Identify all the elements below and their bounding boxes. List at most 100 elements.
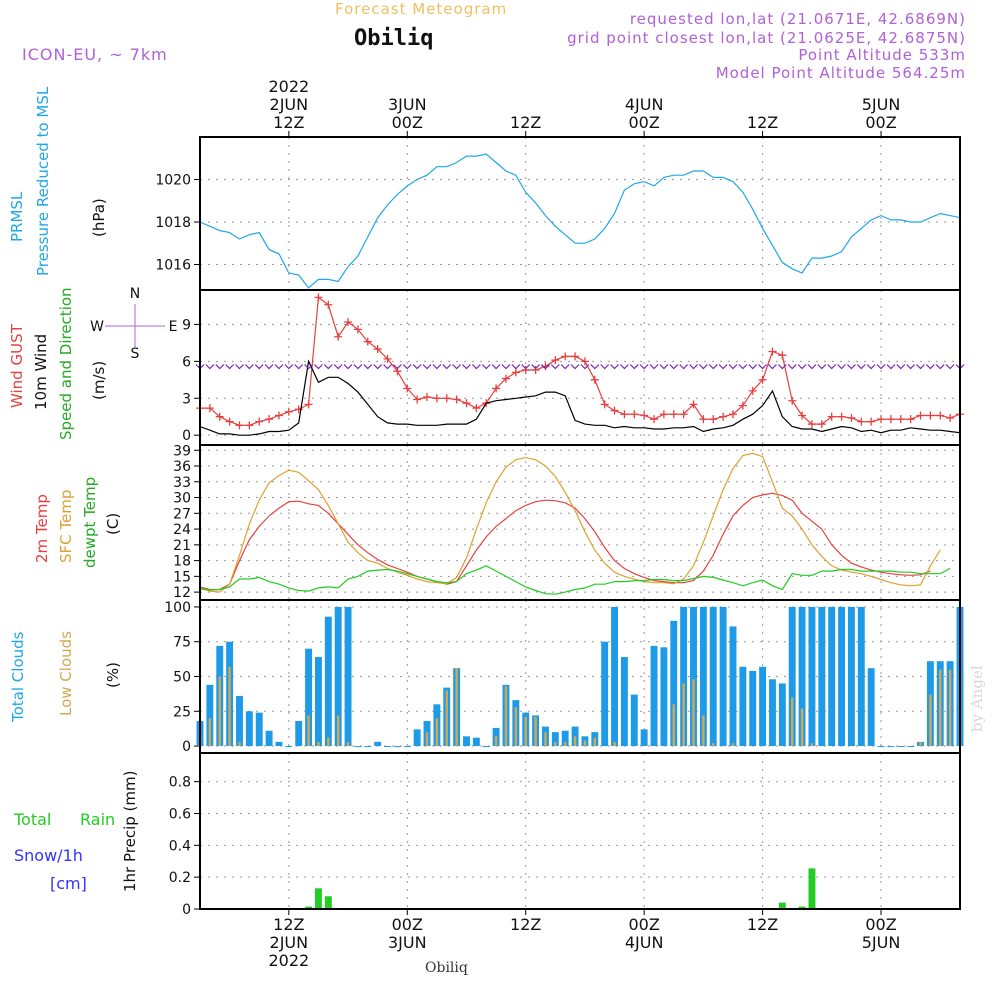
- wind-dir-arrow: [916, 364, 925, 370]
- gust-marker: [551, 356, 560, 365]
- precip-rain-label: Rain: [80, 810, 116, 829]
- ytick-label: 0: [182, 739, 191, 755]
- low-clouds-label: Low Clouds: [57, 631, 75, 716]
- wind-dir-arrow: [827, 364, 837, 370]
- wind-dir-arrow: [452, 364, 462, 370]
- gust-marker: [610, 406, 619, 415]
- panel-2: [194, 444, 961, 601]
- footer-location: Obiliq: [425, 960, 468, 976]
- wind-dir-arrow: [629, 364, 639, 370]
- wind-dir-arrow: [777, 364, 787, 370]
- wind-dir-arrow: [945, 364, 955, 370]
- gust-marker: [640, 411, 649, 420]
- top-time-label: 12Z: [510, 113, 541, 132]
- total-cloud-bar: [640, 729, 648, 747]
- gust-marker: [857, 417, 866, 426]
- bottom-time-label: 4JUN: [625, 933, 664, 952]
- ytick-label: 9: [182, 317, 191, 333]
- total-cloud-bar: [630, 694, 638, 747]
- wind-dir-arrow: [896, 364, 906, 370]
- wind-dir-arrow: [274, 364, 284, 370]
- total-cloud-bar: [828, 606, 836, 747]
- low-cloud-bar: [731, 743, 735, 747]
- ytick-label: 24: [173, 522, 191, 538]
- total-cloud-bar: [344, 606, 352, 747]
- total-cloud-bar: [384, 746, 391, 748]
- wind-dir-arrow: [422, 364, 432, 370]
- gust-marker: [353, 325, 362, 334]
- gust-marker: [946, 413, 955, 422]
- wind-dir-arrow: [531, 364, 541, 370]
- ytick-label: 30: [173, 491, 191, 507]
- top-time-label: 00Z: [628, 113, 659, 132]
- total-cloud-bar: [374, 741, 382, 747]
- ytick-label: 0.6: [169, 806, 191, 822]
- wind-dir-arrow: [392, 364, 402, 370]
- wind-dir-arrow: [383, 364, 392, 370]
- ytick-label: 27: [173, 506, 191, 522]
- gust-marker: [699, 415, 708, 424]
- wind-dir-arrow: [235, 364, 244, 370]
- gust-marker: [383, 354, 392, 363]
- gust-marker: [324, 300, 333, 309]
- wind-dir-arrow: [600, 364, 610, 370]
- low-cloud-bar: [583, 740, 587, 747]
- total-cloud-bar: [295, 721, 303, 747]
- compass-w: W: [90, 319, 104, 335]
- gust-marker: [837, 412, 846, 421]
- compass-s: S: [131, 346, 140, 362]
- total-cloud-bar: [759, 666, 767, 747]
- low-cloud-bar: [593, 737, 596, 747]
- wind-dir-arrow: [491, 364, 501, 370]
- series-line-dewpt-temp: [199, 565, 951, 595]
- wind-dir-arrow: [580, 364, 590, 370]
- bottom-time-label: 12Z: [273, 915, 304, 934]
- low-cloud-bar: [692, 679, 695, 747]
- gust-marker: [344, 317, 353, 326]
- top-time-label: 4JUN: [625, 95, 664, 114]
- gust-marker: [531, 365, 540, 374]
- wind-dir-arrow: [363, 364, 373, 370]
- ytick-label: 25: [173, 704, 191, 720]
- gust-marker: [334, 332, 343, 341]
- model-altitude: Model Point Altitude 564.25m: [715, 64, 966, 82]
- pressure-label-1: PRMSL: [8, 191, 26, 242]
- pressure-unit: (hPa): [90, 198, 108, 237]
- panel-3: [194, 599, 964, 754]
- wind-dir-arrow: [402, 364, 412, 370]
- low-cloud-bar: [712, 743, 715, 747]
- gust-marker: [827, 412, 836, 421]
- wind-dir-arrow: [866, 364, 876, 370]
- series-line-sfc-temp: [199, 452, 941, 593]
- gust-marker: [501, 374, 510, 383]
- ytick-label: 18: [173, 554, 191, 570]
- gust-marker: [561, 352, 570, 361]
- wind-dir-arrow: [323, 364, 333, 370]
- gust-marker: [936, 411, 945, 420]
- wind-dir-arrow: [698, 364, 708, 370]
- top-time-label: 2JUN: [270, 95, 309, 114]
- panel-4: [194, 752, 961, 910]
- low-cloud-bar: [682, 683, 685, 747]
- wind-dir-arrow: [343, 364, 353, 370]
- temp-dewpt-label: dewpt Temp: [81, 476, 99, 568]
- wind-unit: (m/s): [90, 360, 108, 400]
- wind-dir-arrow: [511, 364, 521, 370]
- low-cloud-bar: [435, 718, 439, 747]
- rain-bar: [314, 888, 322, 909]
- ytick-label: 15: [173, 569, 191, 585]
- wind-dir-arrow: [738, 364, 748, 370]
- gust-marker: [807, 420, 816, 429]
- gust-marker: [304, 400, 313, 409]
- wind-dir-arrow: [314, 364, 323, 370]
- temp-unit: (C): [104, 512, 122, 535]
- gust-marker: [580, 357, 589, 366]
- low-cloud-bar: [702, 715, 705, 747]
- gust-marker: [689, 400, 698, 409]
- wind-dir-arrow: [521, 364, 531, 370]
- wind-dir-arrow: [708, 364, 718, 370]
- wind-dir-arrow: [550, 364, 560, 370]
- gust-marker: [847, 413, 856, 422]
- ytick-label: 0.4: [169, 838, 191, 854]
